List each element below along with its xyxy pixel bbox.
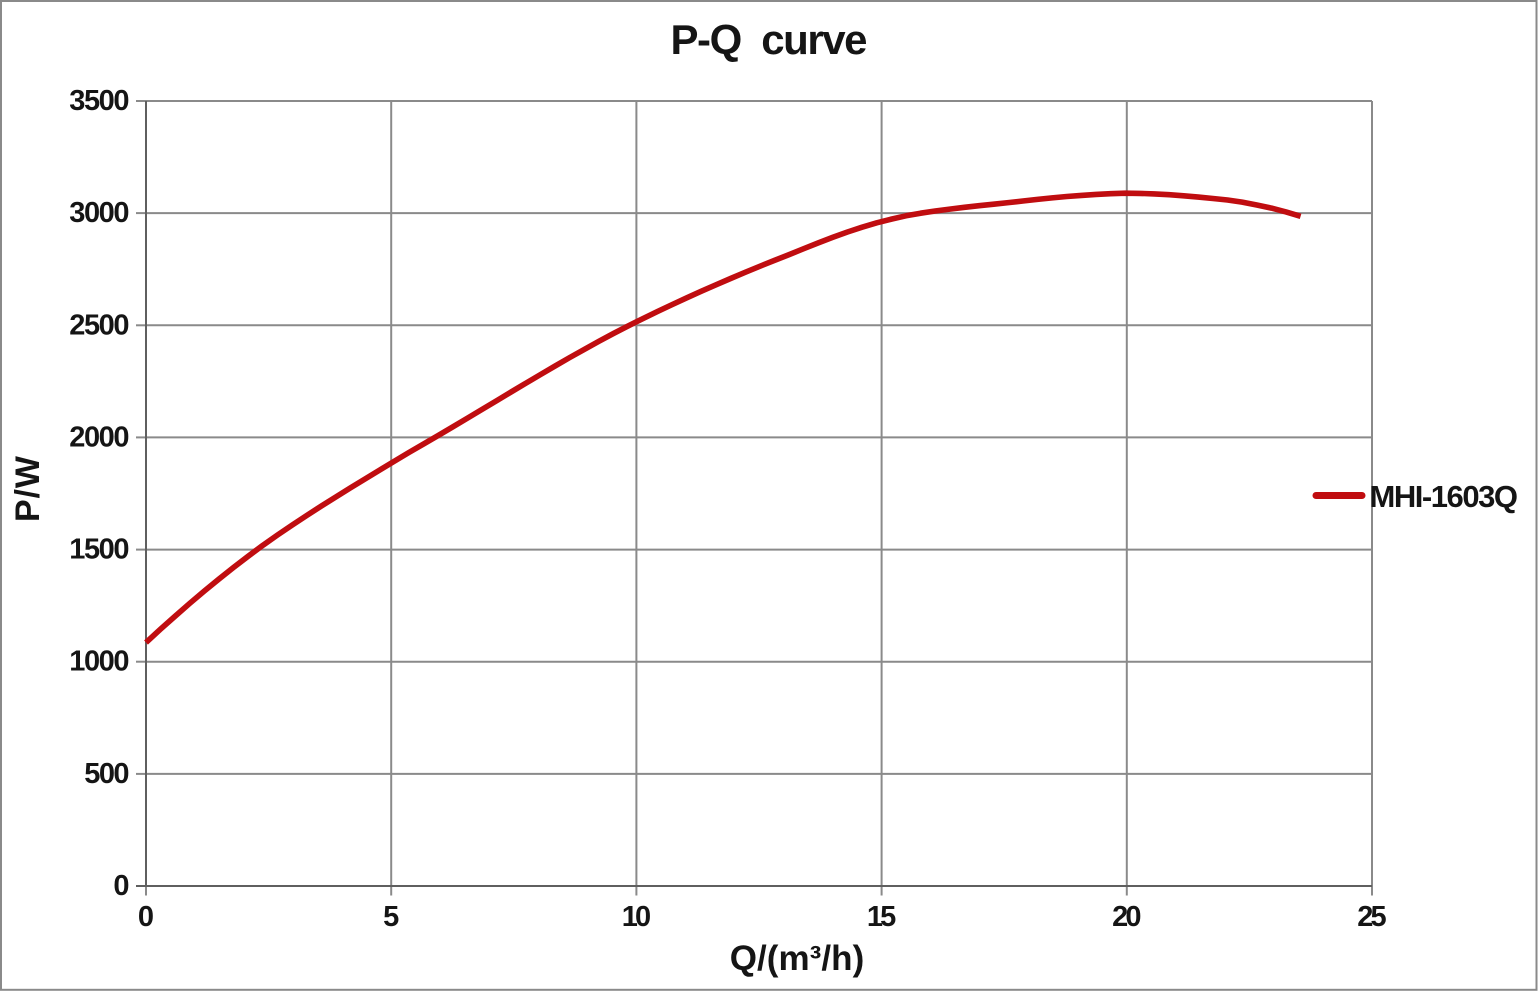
- svg-text:500: 500: [84, 758, 129, 790]
- svg-text:MHI-1603Q: MHI-1603Q: [1370, 479, 1519, 514]
- svg-text:0: 0: [113, 870, 129, 902]
- svg-text:15: 15: [867, 901, 896, 933]
- svg-text:25: 25: [1357, 901, 1386, 933]
- svg-text:0: 0: [138, 901, 154, 933]
- svg-text:2500: 2500: [69, 309, 129, 341]
- svg-text:3000: 3000: [69, 197, 129, 229]
- svg-text:5: 5: [383, 901, 399, 933]
- svg-text:P-Q curve: P-Q curve: [671, 16, 868, 63]
- svg-text:1500: 1500: [69, 534, 129, 566]
- svg-text:3500: 3500: [69, 85, 129, 117]
- svg-text:2000: 2000: [69, 421, 129, 453]
- svg-text:1000: 1000: [69, 646, 129, 678]
- svg-text:10: 10: [622, 901, 651, 933]
- svg-text:P/W: P/W: [9, 455, 47, 522]
- svg-text:Q/(m³/h): Q/(m³/h): [730, 939, 865, 978]
- svg-text:20: 20: [1112, 901, 1141, 933]
